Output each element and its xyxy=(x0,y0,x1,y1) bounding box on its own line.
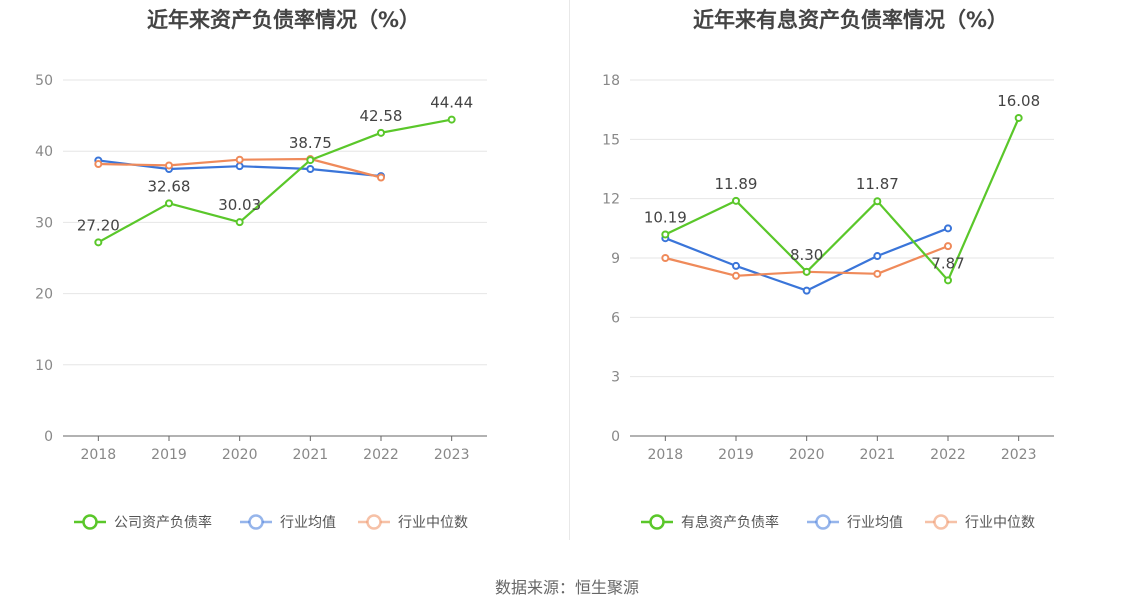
data-point xyxy=(377,173,385,182)
chart-panel-debt-ratio: 近年来资产负债率情况（%） 0 10 20 30 40 50 2018 2019 2020 202… xyxy=(0,0,567,560)
data-point xyxy=(732,196,740,205)
legend-item-2[interactable]: 行业中位数 xyxy=(358,514,468,531)
debt-ratio-chart: 0 10 20 30 40 50 2018 2019 2020 2021 2022 2023 27.20… xyxy=(35,73,487,531)
data-point xyxy=(306,165,315,173)
data-point xyxy=(732,271,740,280)
data-point xyxy=(447,115,456,124)
y-tick-label: 20 xyxy=(35,287,53,303)
data-point xyxy=(661,254,670,262)
data-label: 44.44 xyxy=(430,94,473,112)
legend-marker xyxy=(248,514,264,530)
data-point xyxy=(94,238,103,247)
interest-debt-ratio-chart: 0 3 6 9 12 15 18 2018 2019 2020 2021 2022 2023 10.19 1… xyxy=(602,73,1054,531)
data-label: 10.19 xyxy=(644,208,687,226)
x-tick-label: 2021 xyxy=(860,447,896,463)
y-tick-label: 40 xyxy=(35,144,53,160)
data-label: 30.03 xyxy=(218,196,261,214)
x-tick-label: 2019 xyxy=(718,447,754,463)
data-point xyxy=(944,224,952,233)
x-tick-label: 2023 xyxy=(434,447,470,463)
data-label: 8.30 xyxy=(790,246,823,264)
legend-item-0[interactable]: 有息资产负债率 xyxy=(641,514,779,531)
chart-title: 近年来资产负债率情况（%） xyxy=(146,8,421,32)
data-point xyxy=(235,162,244,171)
data-label: 38.75 xyxy=(289,134,332,152)
data-point xyxy=(1014,113,1023,122)
data-point xyxy=(165,199,173,208)
data-point xyxy=(235,218,244,227)
data-label: 27.20 xyxy=(77,216,120,234)
y-tick-label: 12 xyxy=(602,192,620,208)
series-line-0 xyxy=(97,118,452,244)
x-tick-label: 2020 xyxy=(222,447,258,463)
legend-label: 行业中位数 xyxy=(398,515,468,531)
data-point xyxy=(802,286,811,295)
legend-item-1[interactable]: 行业均值 xyxy=(807,514,903,531)
legend-marker xyxy=(933,514,949,530)
data-point xyxy=(235,155,244,164)
chart-panel-interest-debt-ratio: 近年来有息资产负债率情况（%） 0 3 6 9 12 15 18 2018 2019 2020 20… xyxy=(567,0,1134,560)
x-tick-label: 2022 xyxy=(363,447,399,463)
panel-divider xyxy=(569,0,570,540)
legend-item-1[interactable]: 行业均值 xyxy=(240,514,336,531)
y-tick-label: 6 xyxy=(611,310,620,326)
x-tick-label: 2021 xyxy=(293,447,329,463)
data-point xyxy=(306,156,315,165)
data-label: 11.87 xyxy=(856,175,899,193)
data-point xyxy=(873,197,882,206)
data-point xyxy=(661,230,670,239)
y-tick-label: 3 xyxy=(611,370,620,386)
legend-item-2[interactable]: 行业中位数 xyxy=(925,514,1035,531)
legend-marker xyxy=(649,514,665,530)
legend-label: 行业均值 xyxy=(280,515,336,531)
legend-marker xyxy=(366,514,382,530)
data-label: 32.68 xyxy=(148,177,191,195)
data-point xyxy=(873,252,882,261)
data-label: 7.87 xyxy=(931,254,964,272)
legend-item-0[interactable]: 公司资产负债率 xyxy=(74,514,212,531)
data-label: 16.08 xyxy=(997,92,1040,110)
y-tick-label: 0 xyxy=(44,429,53,445)
data-point xyxy=(944,242,952,251)
legend-marker xyxy=(815,514,831,530)
y-tick-label: 10 xyxy=(35,358,53,374)
legend-marker xyxy=(82,514,98,530)
y-tick-label: 0 xyxy=(611,429,620,445)
chart-title: 近年来有息资产负债率情况（%） xyxy=(692,8,1009,32)
x-tick-label: 2019 xyxy=(151,447,187,463)
x-tick-label: 2023 xyxy=(1001,447,1037,463)
x-tick-label: 2020 xyxy=(789,447,825,463)
data-label: 42.58 xyxy=(360,107,403,125)
y-tick-label: 15 xyxy=(602,132,620,148)
y-tick-label: 30 xyxy=(35,215,53,231)
data-point xyxy=(94,160,103,169)
y-tick-label: 50 xyxy=(35,73,53,89)
legend-label: 行业均值 xyxy=(847,515,903,531)
data-source-footer: 数据来源：恒生聚源 xyxy=(494,578,639,597)
data-point xyxy=(732,261,740,270)
y-tick-label: 9 xyxy=(611,251,620,267)
x-tick-label: 2022 xyxy=(930,447,966,463)
series-line-0 xyxy=(664,117,1020,282)
data-point xyxy=(802,267,811,276)
data-point xyxy=(944,276,952,285)
x-tick-label: 2018 xyxy=(648,447,684,463)
x-tick-label: 2018 xyxy=(81,447,117,463)
data-point xyxy=(165,161,173,170)
data-point xyxy=(377,128,385,137)
data-label: 11.89 xyxy=(715,175,758,193)
legend-label: 公司资产负债率 xyxy=(114,514,212,531)
legend-label: 行业中位数 xyxy=(965,515,1035,531)
y-tick-label: 18 xyxy=(602,73,620,89)
data-point xyxy=(873,269,882,278)
legend-label: 有息资产负债率 xyxy=(681,514,779,531)
